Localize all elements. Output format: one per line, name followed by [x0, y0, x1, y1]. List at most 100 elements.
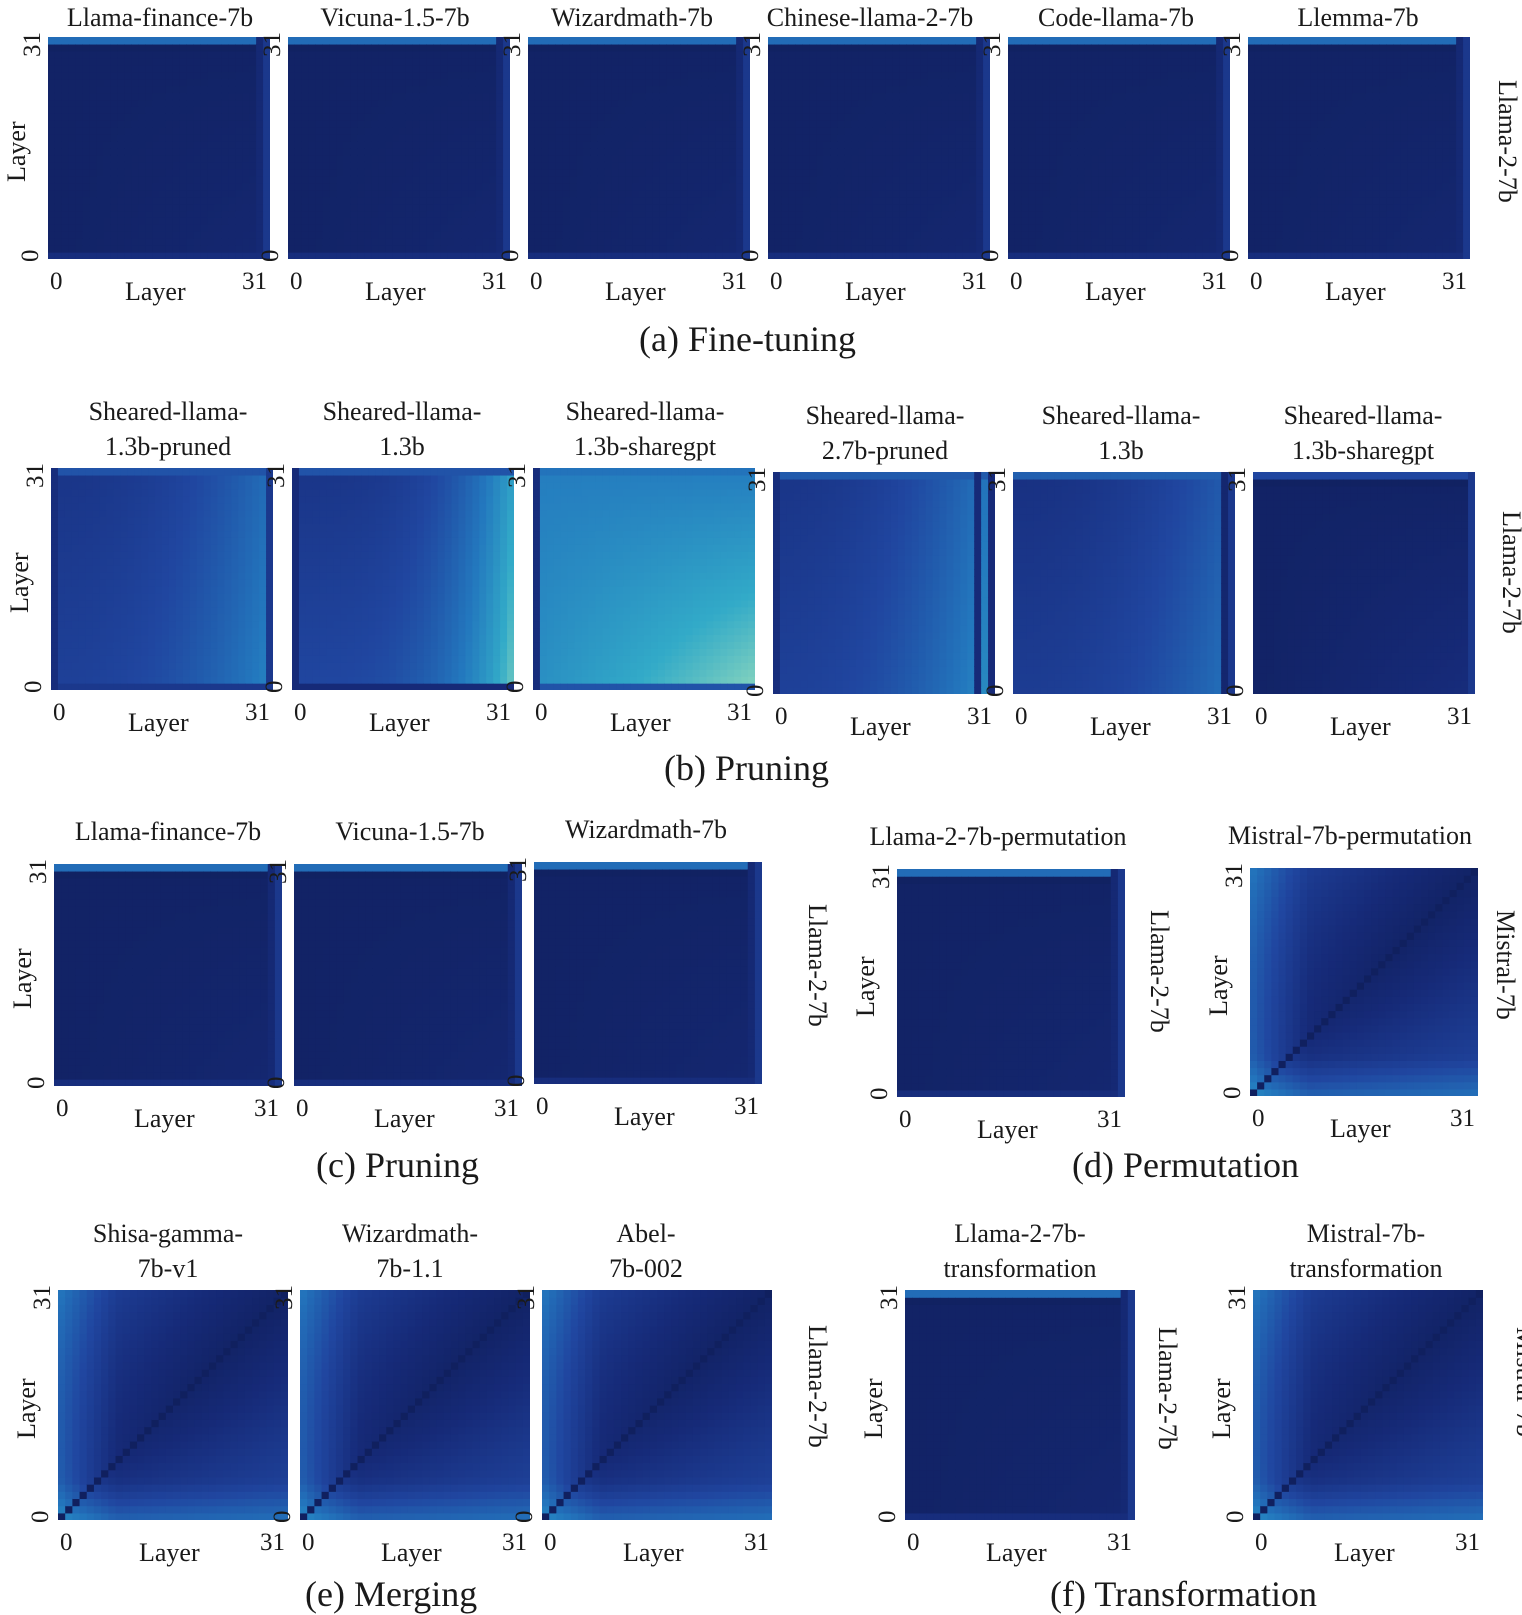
heatmap-cell	[1015, 44, 1023, 52]
heatmap-cell	[1070, 44, 1078, 52]
heatmap-cell	[570, 86, 578, 94]
heatmap-cell	[173, 197, 181, 205]
heatmap-cell	[976, 231, 984, 239]
heatmap-cell	[1029, 169, 1037, 177]
heatmap-cell	[969, 44, 977, 52]
heatmap-cell	[528, 86, 536, 94]
heatmap-cell	[97, 127, 105, 135]
heatmap-cell	[1119, 134, 1127, 142]
heatmap-cell	[941, 162, 949, 170]
heatmap-cell	[69, 51, 77, 59]
heatmap-cell	[1036, 231, 1044, 239]
heatmap-cell	[1070, 51, 1078, 59]
heatmap-cell	[482, 58, 490, 66]
heatmap-cell	[879, 252, 887, 259]
heatmap-cell	[632, 113, 640, 121]
heatmap-cell	[344, 210, 352, 218]
heatmap-cell	[249, 120, 257, 128]
heatmap-cell	[131, 238, 139, 246]
heatmap-cell	[194, 141, 202, 149]
heatmap-cell	[104, 169, 112, 177]
heatmap-cell	[1043, 72, 1051, 80]
heatmap-cell	[851, 79, 859, 87]
heatmap-cell	[830, 113, 838, 121]
heatmap-cell	[722, 224, 730, 232]
heatmap-cell	[364, 134, 372, 142]
heatmap-cell	[69, 79, 77, 87]
heatmap-cell	[962, 183, 970, 191]
heatmap-cell	[625, 44, 633, 52]
heatmap-cell	[695, 127, 703, 135]
heatmap-cell	[893, 210, 901, 218]
heatmap-cell	[817, 99, 825, 107]
heatmap-cell	[364, 44, 372, 52]
heatmap-cell	[722, 217, 730, 225]
heatmap-cell	[886, 155, 894, 163]
heatmap-cell	[577, 231, 585, 239]
heatmap-cell	[577, 210, 585, 218]
heatmap-cell	[604, 106, 612, 114]
heatmap-cell	[180, 238, 188, 246]
heatmap-cell	[796, 106, 804, 114]
heatmap-cell	[131, 169, 139, 177]
heatmap-cell	[357, 148, 365, 156]
heatmap-cell	[1119, 106, 1127, 114]
heatmap-cell	[180, 141, 188, 149]
heatmap-cell	[563, 120, 571, 128]
heatmap-cell	[364, 155, 372, 163]
heatmap-cell	[584, 120, 592, 128]
x-tick-min: 0	[290, 269, 303, 294]
heatmap-cell	[969, 51, 977, 59]
heatmap-cell	[969, 93, 977, 101]
heatmap-cell	[590, 176, 598, 184]
heatmap-cell	[1008, 79, 1016, 87]
heatmap-cell	[681, 148, 689, 156]
heatmap-cell	[646, 197, 654, 205]
heatmap-cell	[1147, 86, 1155, 94]
heatmap-cell	[503, 210, 510, 218]
heatmap-cell	[775, 210, 783, 218]
heatmap-cell	[803, 141, 811, 149]
heatmap-cell	[1181, 65, 1189, 73]
heatmap-cell	[159, 148, 167, 156]
heatmap-cell	[1070, 183, 1078, 191]
heatmap-cell	[681, 162, 689, 170]
heatmap-cell	[249, 106, 257, 114]
heatmap-cell	[208, 106, 216, 114]
heatmap-cell	[371, 176, 379, 184]
heatmap-cell	[715, 148, 723, 156]
heatmap-cell	[914, 183, 922, 191]
heatmap-cell	[475, 252, 483, 259]
heatmap-cell	[632, 79, 640, 87]
heatmap-cell	[316, 238, 324, 246]
heatmap-cell	[62, 169, 70, 177]
heatmap-cell	[1140, 65, 1148, 73]
heatmap-cell	[503, 231, 510, 239]
heatmap-cell	[90, 210, 98, 218]
heatmap-cell	[604, 217, 612, 225]
heatmap-cell	[1105, 210, 1113, 218]
heatmap-cell	[1057, 79, 1065, 87]
heatmap-cell	[235, 245, 243, 253]
heatmap-cell	[235, 141, 243, 149]
heatmap-cell	[715, 37, 723, 45]
heatmap-cell	[604, 79, 612, 87]
heatmap-cell	[695, 37, 703, 45]
heatmap-cell	[611, 204, 619, 212]
heatmap-cell	[62, 204, 70, 212]
heatmap-cell	[646, 120, 654, 128]
heatmap-cell	[584, 141, 592, 149]
heatmap-cell	[138, 155, 146, 163]
heatmap-cell	[455, 190, 463, 198]
heatmap-cell	[1036, 210, 1044, 218]
heatmap-cell	[235, 93, 243, 101]
heatmap-cell	[97, 99, 105, 107]
heatmap-cell	[1070, 93, 1078, 101]
heatmap-cell	[378, 162, 386, 170]
heatmap-cell	[117, 37, 125, 45]
heatmap-cell	[448, 44, 456, 52]
heatmap-cell	[667, 183, 675, 191]
heatmap-cell	[166, 224, 174, 232]
heatmap-cell	[1175, 37, 1183, 45]
heatmap-cell	[1133, 134, 1141, 142]
